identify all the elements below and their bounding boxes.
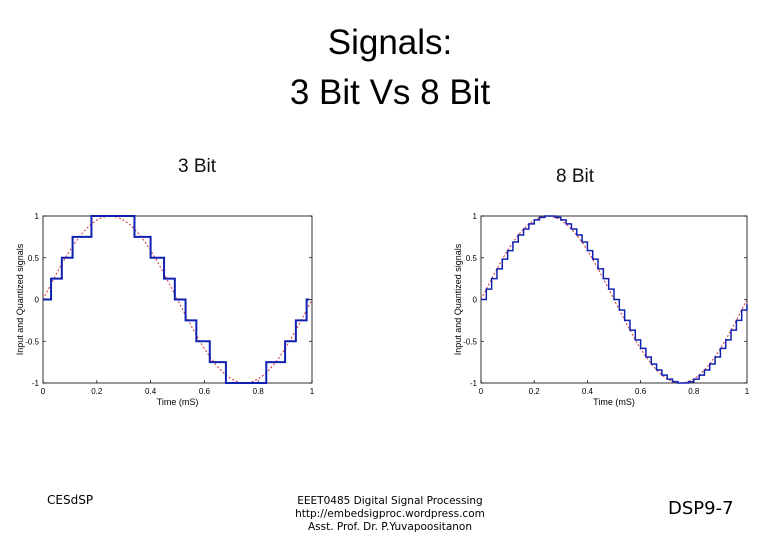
footer-slide-number: DSP9-7 [668, 498, 734, 519]
x-tick-label: 0.2 [529, 387, 541, 396]
footer-url[interactable]: http://embedsigproc.wordpress.com [295, 508, 485, 520]
y-tick-label: -0.5 [463, 337, 477, 346]
x-tick-label: 0 [41, 387, 46, 396]
footer-center: EEET0485 Digital Signal Processing http:… [280, 495, 500, 534]
x-tick-label: 0.4 [582, 387, 594, 396]
quantized-signal-line [481, 215, 748, 384]
y-axis-label: Input and Quantized signals [15, 243, 25, 355]
slide-title-line2: 3 Bit Vs 8 Bit [289, 73, 491, 112]
x-tick-label: 0.8 [688, 387, 700, 396]
x-tick-label: 1 [310, 387, 315, 396]
x-axis-label: Time (mS) [593, 397, 635, 407]
y-tick-label: 0.5 [466, 254, 478, 263]
chart-3bit: 0 0.2 0.4 0.6 0.8 1 1 0.5 0 -0.5 -1 Time (mS) Input … [15, 212, 315, 407]
footer-left: CESdSP [47, 493, 94, 507]
x-tick-label: 0.6 [199, 387, 211, 396]
slide-title-line1: Signals: [327, 23, 453, 62]
y-tick-label: 1 [35, 212, 40, 221]
x-tick-label: 0.2 [91, 387, 103, 396]
y-tick-label: -0.5 [25, 337, 39, 346]
chart-3bit-title: 3 Bit [178, 156, 217, 177]
y-tick-label: 0.5 [28, 254, 40, 263]
chart-8bit-title: 8 Bit [556, 166, 595, 187]
quantized-signal-line [43, 215, 310, 384]
input-signal-line [42, 215, 313, 384]
x-tick-label: 0.8 [253, 387, 265, 396]
y-tick-label: -1 [470, 379, 478, 388]
footer-author: Asst. Prof. Dr. P.Yuvapoositanon [307, 521, 473, 533]
y-tick-label: -1 [32, 379, 40, 388]
footer-course: EEET0485 Digital Signal Processing [297, 495, 483, 507]
x-tick-label: 0 [479, 387, 484, 396]
x-axis-label: Time (mS) [157, 397, 199, 407]
y-tick-label: 0 [35, 296, 40, 305]
x-tick-label: 0.4 [145, 387, 157, 396]
y-tick-label: 0 [473, 296, 478, 305]
y-axis-label: Input and Quantized signals [453, 243, 463, 355]
x-tick-label: 1 [745, 387, 750, 396]
chart-8bit: 0 0.2 0.4 0.6 0.8 1 1 0.5 0 -0.5 -1 Time (mS) Input … [453, 212, 750, 407]
x-tick-label: 0.6 [635, 387, 647, 396]
y-tick-label: 1 [473, 212, 478, 221]
